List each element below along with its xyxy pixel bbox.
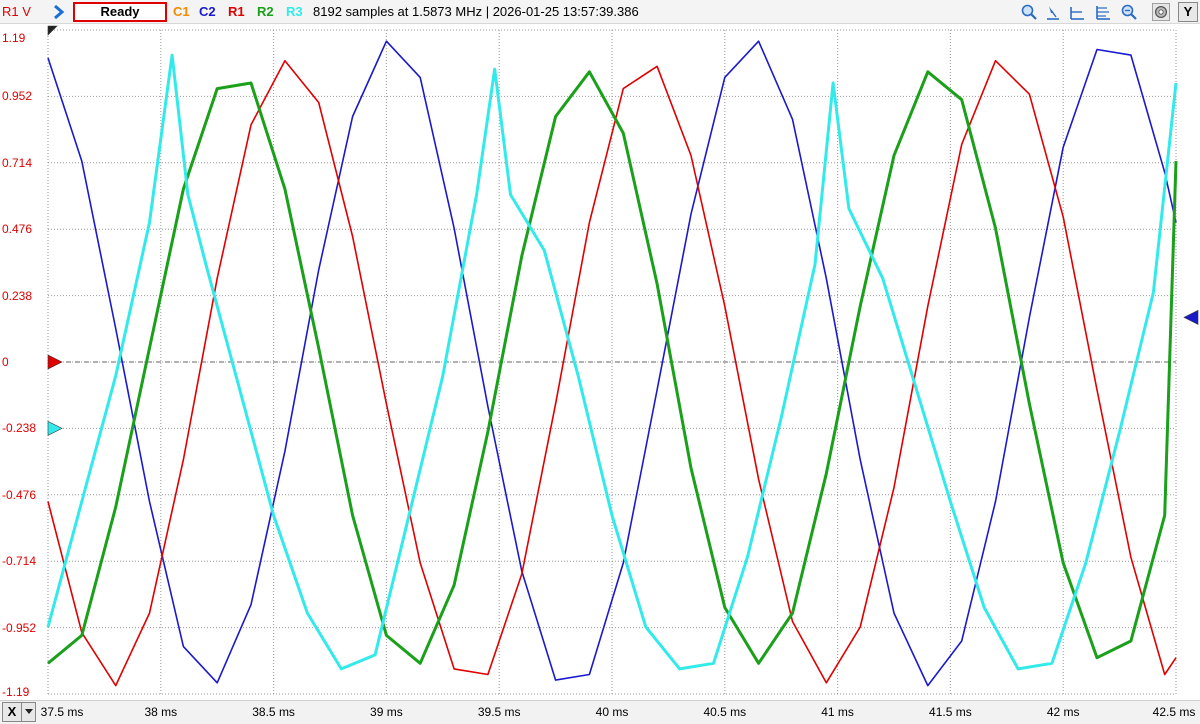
channel-toggle-c1[interactable]: C1 xyxy=(173,4,190,19)
y-tick-label: -0.476 xyxy=(2,487,37,502)
horizontal-cursor-icon[interactable] xyxy=(1068,3,1086,21)
series-line-c2 xyxy=(47,40,1177,687)
x-tick-label: 39 ms xyxy=(370,705,403,719)
series-group xyxy=(46,40,1178,687)
r1-ground-marker[interactable] xyxy=(47,354,63,370)
x-axis-dropdown[interactable] xyxy=(22,702,36,722)
x-tick-label: 38 ms xyxy=(144,705,178,719)
status-ready-button[interactable]: Ready xyxy=(73,2,167,22)
channel-toggle-r1[interactable]: R1 xyxy=(228,4,245,19)
channel-toggle-c2[interactable]: C2 xyxy=(199,4,216,19)
x-tick-label: 40 ms xyxy=(595,705,629,719)
axis-unit-label: R1 V xyxy=(2,4,31,19)
y-tick-label: 0.238 xyxy=(2,288,33,303)
x-tick-label: 37.5 ms xyxy=(40,705,84,719)
series-line-r3 xyxy=(46,53,1178,671)
y-tick-label: 0 xyxy=(2,355,9,369)
series-line-r1 xyxy=(47,59,1177,687)
y-tick-label: 0.714 xyxy=(2,155,33,170)
y-tick-label: 1.19 xyxy=(2,31,26,45)
series-line-r2 xyxy=(47,70,1178,665)
x-tick-label: 38.5 ms xyxy=(252,705,295,719)
x-axis-button[interactable]: X xyxy=(2,702,22,722)
x-tick-label: 41.5 ms xyxy=(929,705,972,719)
y-tick-label: -0.714 xyxy=(2,554,37,569)
toolbar: R1 V Ready C1 C2 R1 R2 R3 8192 samples a… xyxy=(0,0,1200,24)
r3-ground-marker[interactable] xyxy=(47,420,63,436)
grid xyxy=(47,29,1177,695)
channel-toggle-r2[interactable]: R2 xyxy=(257,4,274,19)
cursor-icon[interactable] xyxy=(1044,3,1062,21)
x-tick-label: 39.5 ms xyxy=(477,705,521,719)
channel-toggle-r3[interactable]: R3 xyxy=(286,4,303,19)
x-tick-label: 42 ms xyxy=(1046,705,1080,719)
y-tick-label: -0.238 xyxy=(2,421,37,436)
chevron-down-icon xyxy=(24,709,33,714)
zoom-out-icon[interactable] xyxy=(1120,3,1138,21)
y-tick-label: 0.952 xyxy=(2,89,33,104)
expand-arrow-icon[interactable] xyxy=(50,3,68,21)
acquisition-info: 8192 samples at 1.5873 MHz | 2026-01-25 … xyxy=(313,4,639,19)
reference-markers[interactable] xyxy=(47,25,1199,436)
y-tick-label: -0.952 xyxy=(2,620,37,635)
zoom-in-icon[interactable] xyxy=(1020,3,1038,21)
y-axis-button[interactable]: Y xyxy=(1178,2,1198,22)
trigger-top-marker[interactable] xyxy=(47,25,58,36)
multi-cursor-icon[interactable] xyxy=(1094,3,1112,21)
x-tick-label: 41 ms xyxy=(821,705,854,719)
settings-icon[interactable] xyxy=(1152,3,1170,21)
y-tick-label: 0.476 xyxy=(2,222,33,237)
x-tick-label: 42.5 ms xyxy=(1152,705,1196,719)
x-tick-label: 40.5 ms xyxy=(703,705,747,719)
y-tick-label: -1.19 xyxy=(2,685,30,699)
c2-ground-marker[interactable] xyxy=(1183,309,1199,325)
x-axis-bar xyxy=(0,700,1200,724)
plot-area[interactable] xyxy=(0,24,1200,700)
